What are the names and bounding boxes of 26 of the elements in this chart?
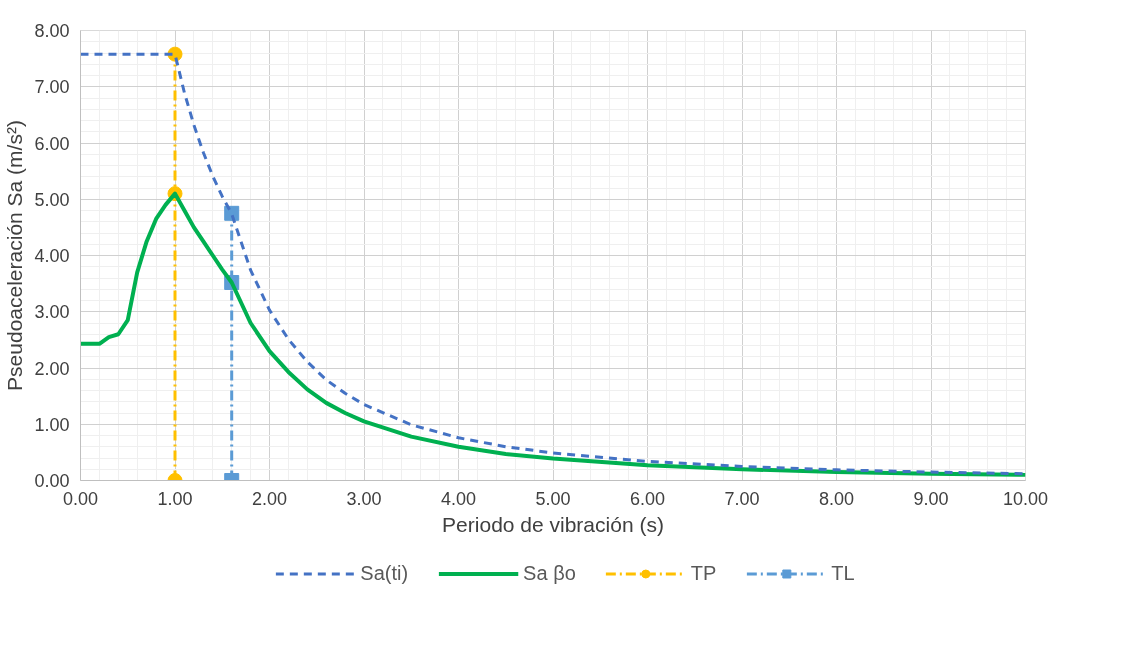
y-tick-label: 8.00 — [34, 21, 70, 41]
y-tick-label: 4.00 — [34, 246, 70, 266]
x-tick-label: 4.00 — [440, 488, 477, 509]
y-tick-label: 3.00 — [34, 302, 70, 323]
legend-label: TP — [690, 561, 717, 585]
y-tick-label: 6.00 — [34, 133, 70, 154]
y-tick-label: 0.00 — [34, 471, 70, 491]
y-tick-label: 1.00 — [34, 414, 70, 435]
x-tick-label: 8.00 — [818, 488, 855, 509]
legend-label: Sa(ti) — [360, 561, 409, 585]
x-tick-label: 5.00 — [535, 488, 571, 509]
x-tick-label: 7.00 — [724, 488, 760, 509]
x-tick-label: 6.00 — [629, 488, 666, 509]
legend-label: TL — [831, 561, 855, 585]
legend-label: Sa βo — [523, 561, 576, 585]
x-tick-label: 2.00 — [251, 488, 288, 509]
y-axis-title: Pseudoaceleración Sa (m/s²) — [3, 120, 27, 391]
x-tick-label: 9.00 — [913, 488, 949, 509]
y-tick-label: 5.00 — [34, 189, 70, 210]
y-tick-label: 7.00 — [34, 77, 70, 98]
x-axis-title: Periodo de vibración (s) — [442, 512, 664, 536]
x-tick-label: 3.00 — [346, 488, 382, 509]
x-tick-label: 1.00 — [157, 488, 193, 509]
y-tick-label: 2.00 — [34, 358, 70, 379]
x-tick-label: 0.00 — [62, 488, 99, 509]
x-tick-label: 10.00 — [1002, 488, 1049, 509]
